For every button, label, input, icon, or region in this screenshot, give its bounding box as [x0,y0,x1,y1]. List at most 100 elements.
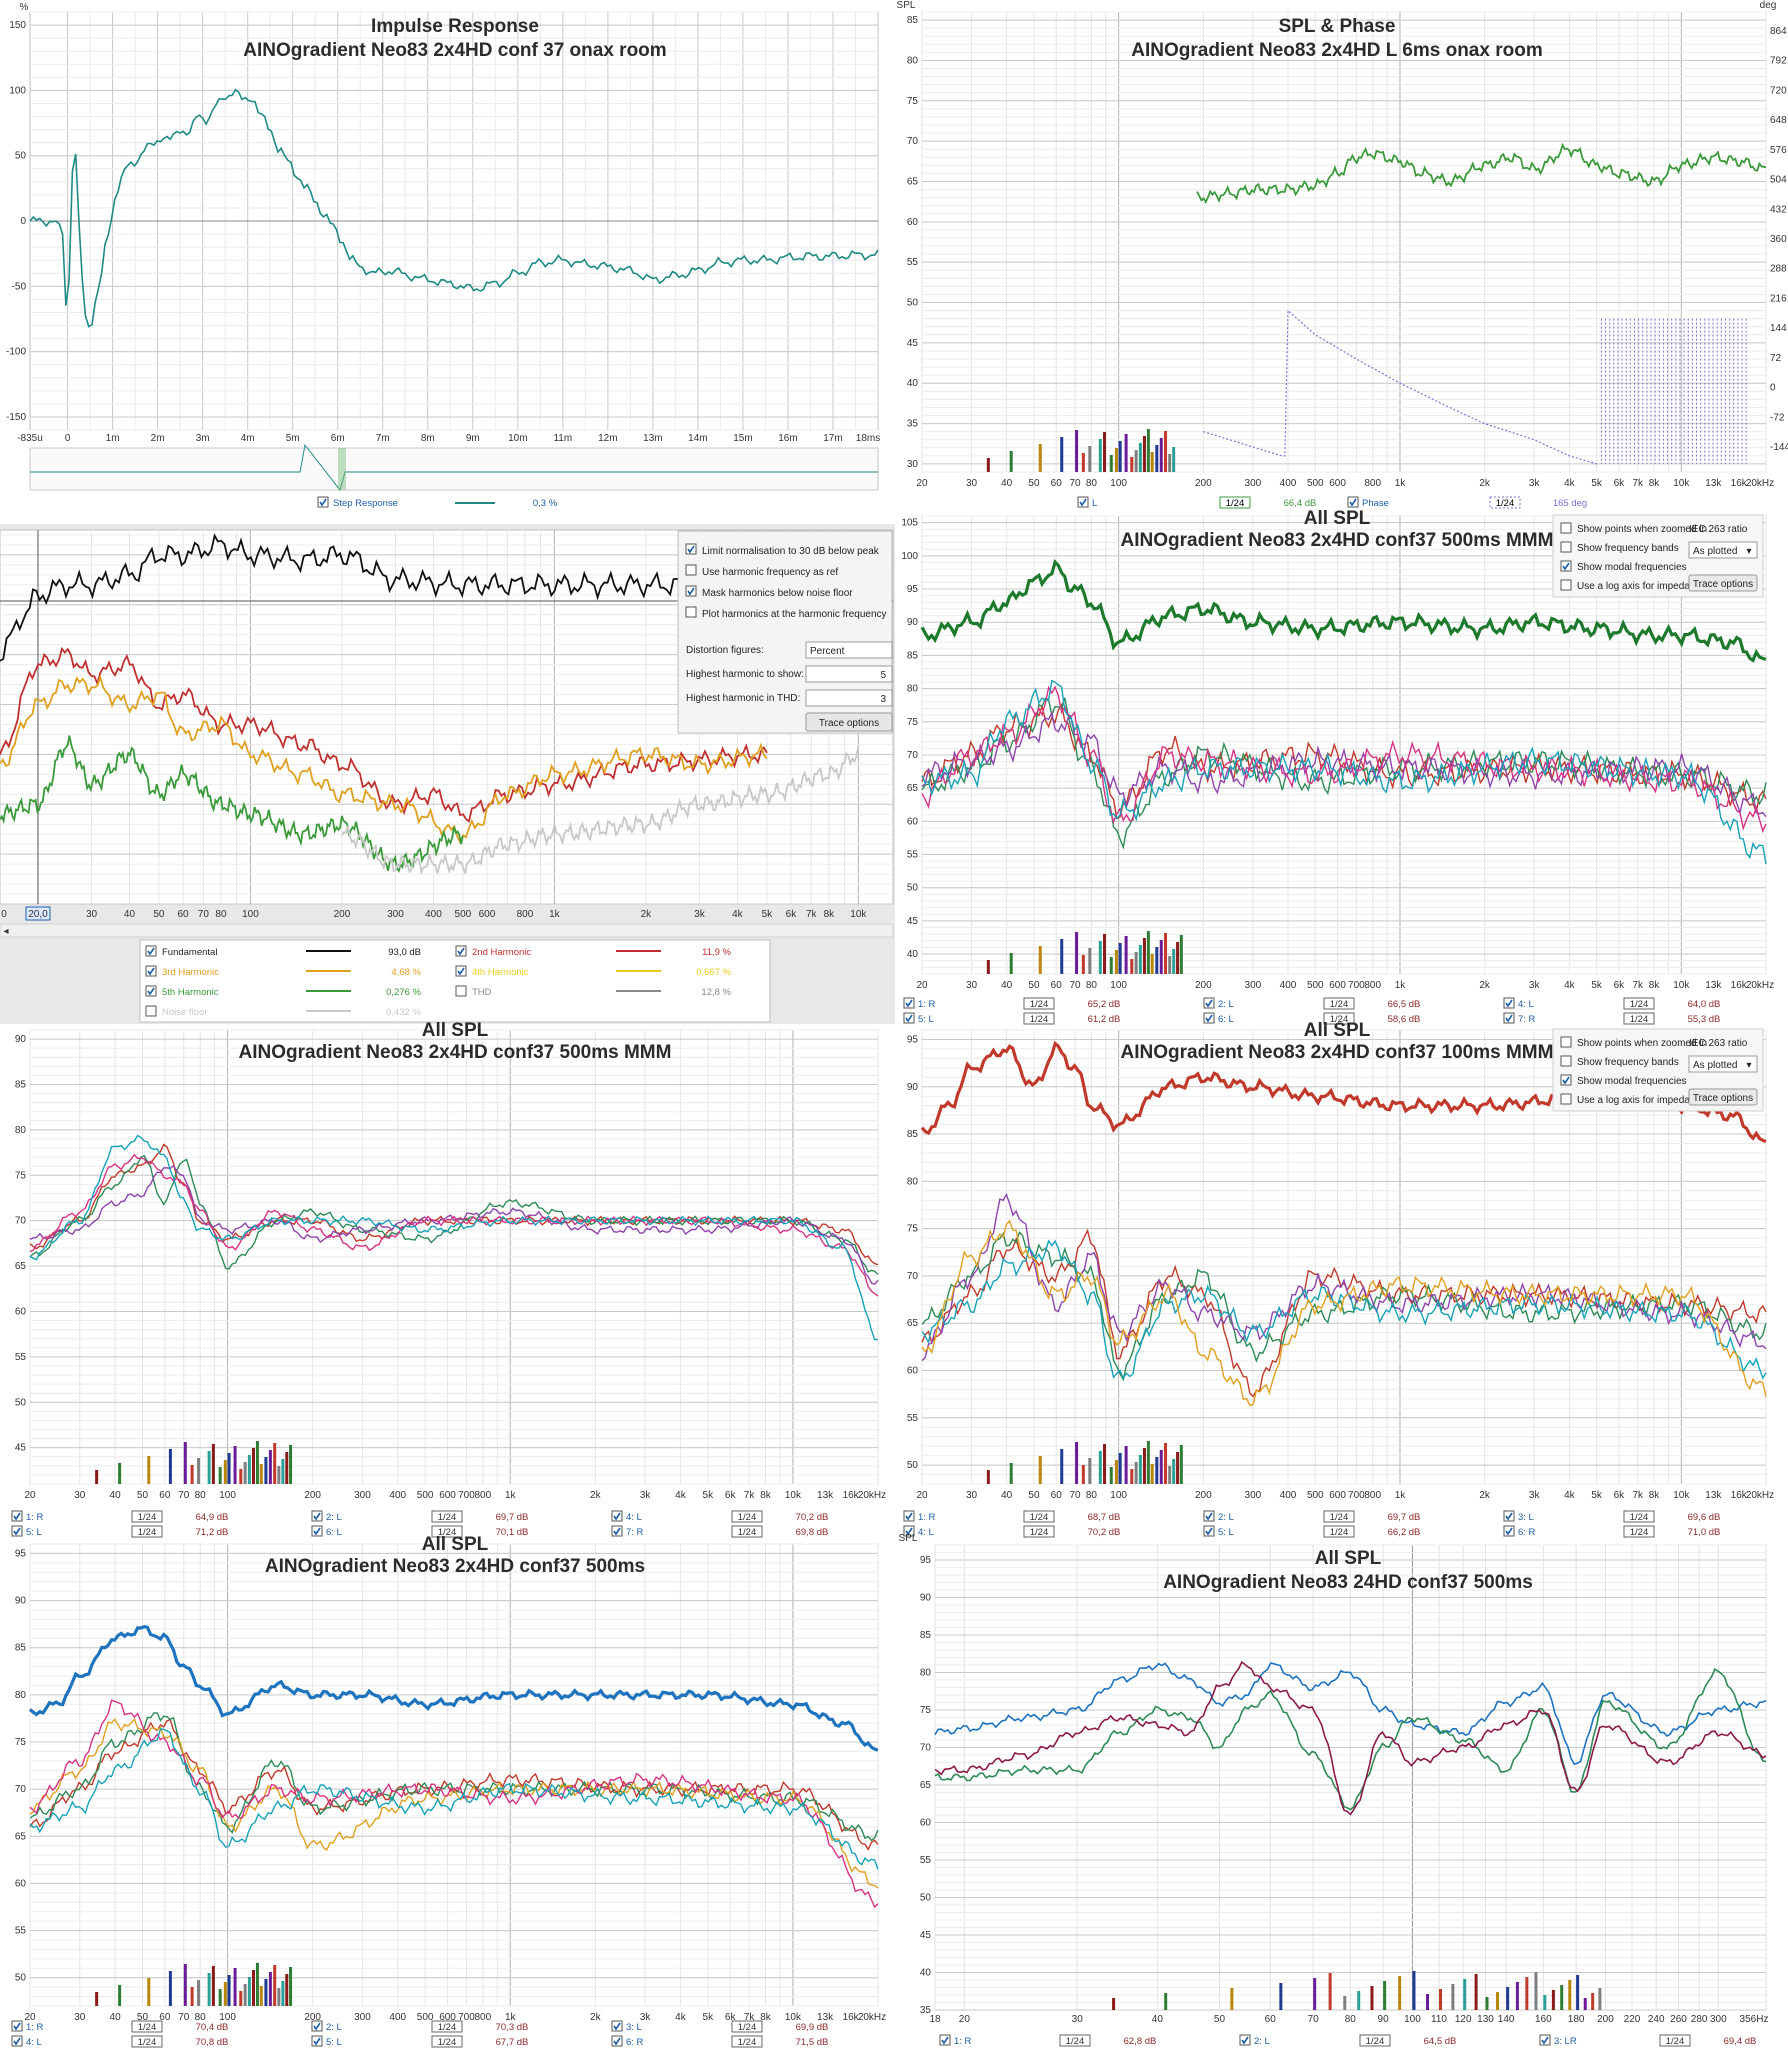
option-checkbox[interactable] [685,606,697,618]
legend-checkbox[interactable] [1503,997,1515,1009]
smoothing-badge[interactable] [1323,1525,1355,1538]
legend-checkbox[interactable] [317,496,329,508]
plot-mode-select[interactable] [1688,1055,1758,1073]
legend-checkbox[interactable] [145,1005,157,1017]
legend-label: 2nd Harmonic [472,947,531,958]
option-checkbox[interactable] [685,564,697,576]
legend-checkbox[interactable] [903,1012,915,1024]
legend-checkbox[interactable] [11,2035,23,2047]
x-tick-label: 70 [1070,980,1082,991]
smoothing-badge[interactable] [1219,496,1251,509]
highest-harmonic-thd-input[interactable] [805,689,893,707]
option-checkbox[interactable] [1560,1093,1572,1105]
cursor-readout[interactable] [25,906,51,921]
trace-options-button[interactable] [1688,1088,1758,1106]
modal-frequency-bar [289,1967,293,2006]
option-checkbox[interactable] [685,585,697,597]
option-checkbox[interactable] [1560,1055,1572,1067]
trace-options-button[interactable] [805,712,893,732]
legend-checkbox[interactable] [311,2035,323,2047]
legend-checkbox[interactable] [1503,1510,1515,1522]
legend-checkbox[interactable] [1347,496,1359,508]
smoothing-badge[interactable] [731,1525,763,1538]
chart-title: All SPL [1304,1020,1371,1041]
smoothing-badge[interactable] [731,2020,763,2033]
modal-frequency-bar [95,1470,99,1484]
legend-checkbox[interactable] [11,1510,23,1522]
smoothing-badge[interactable] [431,2035,463,2048]
legend-checkbox[interactable] [1239,2034,1251,2046]
smoothing-badge[interactable] [1489,496,1521,509]
smoothing-badge[interactable] [131,1510,163,1523]
smoothing-badge[interactable] [1623,1525,1655,1538]
legend-checkbox[interactable] [611,1525,623,1537]
plot-mode-select[interactable] [1688,541,1758,559]
legend-checkbox[interactable] [1077,496,1089,508]
y-tick-label: 70 [15,1216,27,1227]
legend-checkbox[interactable] [311,2020,323,2032]
highest-harmonic-show-input[interactable] [805,665,893,683]
smoothing-badge[interactable] [131,1525,163,1538]
smoothing-badge[interactable] [131,2035,163,2048]
smoothing-badge[interactable] [431,2020,463,2033]
legend-checkbox[interactable] [1203,1525,1215,1537]
option-checkbox[interactable] [1560,1036,1572,1048]
legend-checkbox[interactable] [1503,1012,1515,1024]
legend-checkbox[interactable] [903,1510,915,1522]
smoothing-badge[interactable] [1623,1012,1655,1025]
legend-checkbox[interactable] [1539,2034,1551,2046]
legend-checkbox[interactable] [145,945,157,957]
option-checkbox[interactable] [1560,522,1572,534]
legend-checkbox[interactable] [145,965,157,977]
option-checkbox[interactable] [1560,560,1572,572]
smoothing-badge[interactable] [731,1510,763,1523]
x-tick-label: 7k [806,909,818,920]
smoothing-badge[interactable] [1023,1525,1055,1538]
legend-checkbox[interactable] [455,985,467,997]
legend-checkbox[interactable] [145,985,157,997]
distortion-figures-select[interactable] [805,641,893,659]
legend-checkbox[interactable] [311,1510,323,1522]
option-checkbox[interactable] [1560,579,1572,591]
legend-checkbox[interactable] [1203,1510,1215,1522]
legend-checkbox[interactable] [903,997,915,1009]
option-checkbox[interactable] [1560,1074,1572,1086]
smoothing-badge[interactable] [1323,997,1355,1010]
legend-checkbox[interactable] [939,2034,951,2046]
smoothing-badge[interactable] [1659,2034,1691,2047]
smoothing-badge[interactable] [431,1525,463,1538]
legend-checkbox[interactable] [455,965,467,977]
modal-frequency-bar [1230,1988,1234,2010]
smoothing-badge[interactable] [1023,997,1055,1010]
option-checkbox[interactable] [685,543,697,555]
legend-checkbox[interactable] [611,2020,623,2032]
horizontal-scrollbar[interactable] [0,923,894,938]
trace-options-button[interactable] [1688,574,1758,592]
smoothing-badge[interactable] [131,2020,163,2033]
legend-checkbox[interactable] [1503,1525,1515,1537]
smoothing-badge[interactable] [731,2035,763,2048]
legend-value: 58,6 dB [1388,1014,1421,1025]
legend-checkbox[interactable] [11,2020,23,2032]
legend-checkbox[interactable] [455,945,467,957]
option-checkbox[interactable] [1560,541,1572,553]
smoothing-badge[interactable] [1059,2034,1091,2047]
legend-checkbox[interactable] [1203,997,1215,1009]
legend-checkbox[interactable] [611,1510,623,1522]
smoothing-badge[interactable] [1023,1012,1055,1025]
legend-checkbox[interactable] [611,2035,623,2047]
legend-checkbox[interactable] [1203,1012,1215,1024]
smoothing-badge[interactable] [1323,1510,1355,1523]
smoothing-badge[interactable] [431,1510,463,1523]
smoothing-badge[interactable] [1623,997,1655,1010]
legend-checkbox[interactable] [903,1525,915,1537]
legend-checkbox[interactable] [11,1525,23,1537]
modal-frequency-bar [1060,939,1064,974]
check-mark [941,2036,949,2045]
smoothing-badge[interactable] [1323,1012,1355,1025]
smoothing-badge[interactable] [1359,2034,1391,2047]
modal-frequency-bar [1142,938,1146,974]
smoothing-badge[interactable] [1623,1510,1655,1523]
smoothing-badge[interactable] [1023,1510,1055,1523]
legend-checkbox[interactable] [311,1525,323,1537]
